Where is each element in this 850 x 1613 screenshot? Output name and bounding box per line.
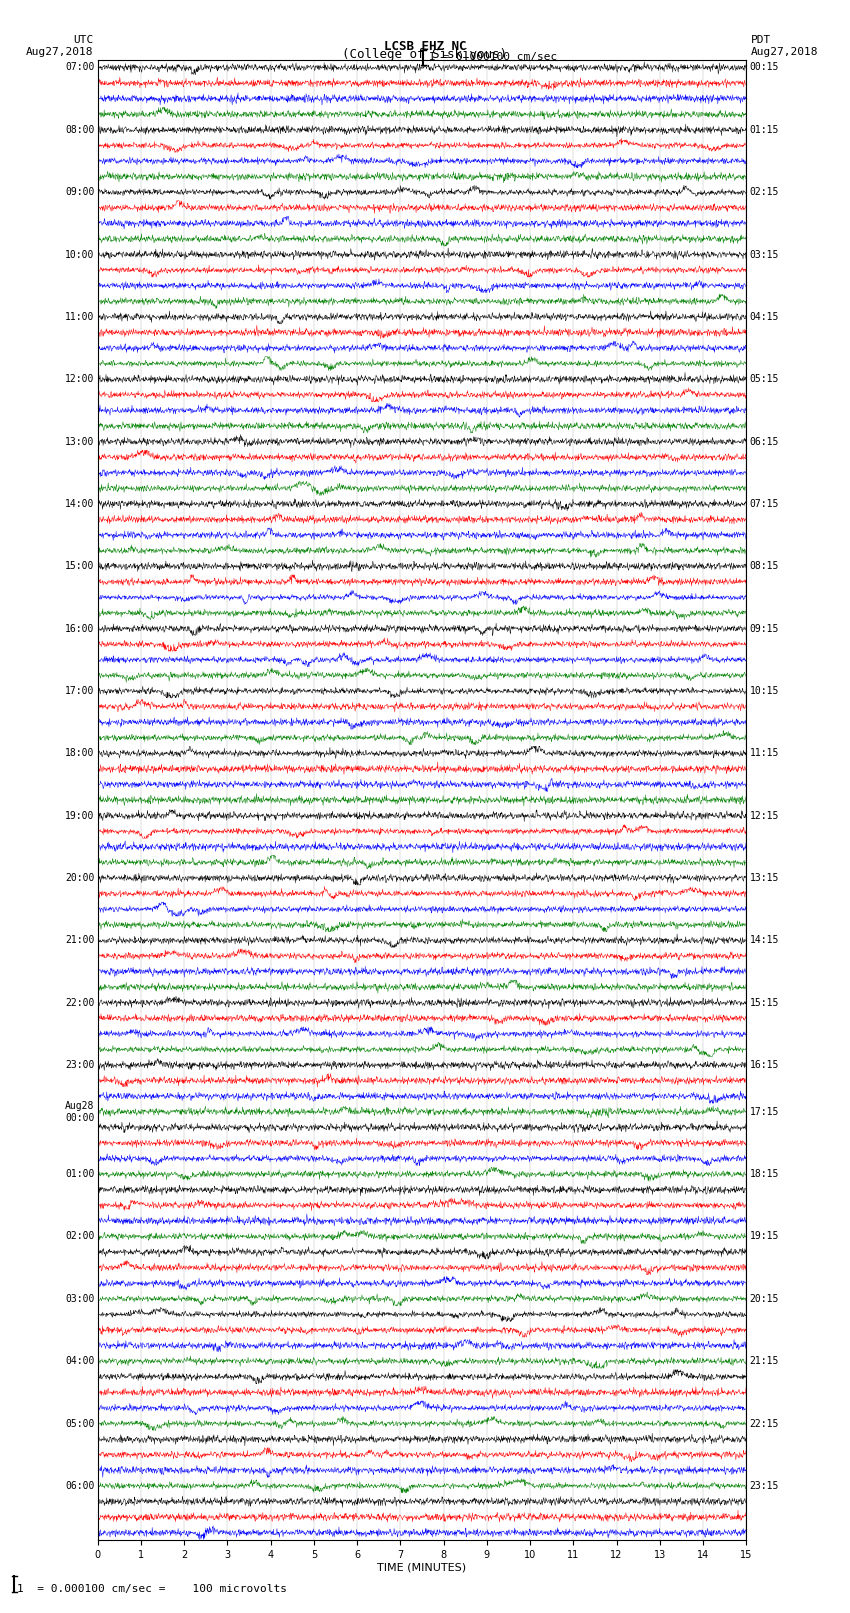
Text: 23:15: 23:15: [750, 1481, 779, 1490]
Text: 05:00: 05:00: [65, 1418, 94, 1429]
Text: 10:15: 10:15: [750, 686, 779, 695]
Text: 12:15: 12:15: [750, 811, 779, 821]
Text: LCSB EHZ NC: LCSB EHZ NC: [383, 39, 467, 53]
Text: 02:00: 02:00: [65, 1231, 94, 1242]
Text: 19:15: 19:15: [750, 1231, 779, 1242]
Text: 08:00: 08:00: [65, 124, 94, 135]
Text: 18:15: 18:15: [750, 1169, 779, 1179]
Text: 00:15: 00:15: [750, 63, 779, 73]
Text: 14:00: 14:00: [65, 498, 94, 508]
Text: 09:15: 09:15: [750, 624, 779, 634]
Text: 03:00: 03:00: [65, 1294, 94, 1303]
Text: 20:15: 20:15: [750, 1294, 779, 1303]
Text: 13:00: 13:00: [65, 437, 94, 447]
Text: 15:00: 15:00: [65, 561, 94, 571]
Text: 18:00: 18:00: [65, 748, 94, 758]
Text: 10:00: 10:00: [65, 250, 94, 260]
Text: 02:15: 02:15: [750, 187, 779, 197]
Text: 15:15: 15:15: [750, 998, 779, 1008]
Text: 21:15: 21:15: [750, 1357, 779, 1366]
Text: 07:15: 07:15: [750, 498, 779, 508]
Text: 21:00: 21:00: [65, 936, 94, 945]
Text: 14:15: 14:15: [750, 936, 779, 945]
Text: 11:15: 11:15: [750, 748, 779, 758]
Text: 19:00: 19:00: [65, 811, 94, 821]
Text: UTC
Aug27,2018: UTC Aug27,2018: [26, 35, 94, 56]
Text: 17:15: 17:15: [750, 1107, 779, 1116]
Text: 04:00: 04:00: [65, 1357, 94, 1366]
Text: 01:00: 01:00: [65, 1169, 94, 1179]
Text: 17:00: 17:00: [65, 686, 94, 695]
Text: 22:00: 22:00: [65, 998, 94, 1008]
Text: 16:15: 16:15: [750, 1060, 779, 1069]
Text: (College of Siskiyous): (College of Siskiyous): [343, 48, 507, 61]
Text: 01:15: 01:15: [750, 124, 779, 135]
Text: 07:00: 07:00: [65, 63, 94, 73]
Text: 23:00: 23:00: [65, 1060, 94, 1069]
Text: 06:00: 06:00: [65, 1481, 94, 1490]
Text: 16:00: 16:00: [65, 624, 94, 634]
Text: 06:15: 06:15: [750, 437, 779, 447]
Text: 09:00: 09:00: [65, 187, 94, 197]
Text: 13:15: 13:15: [750, 873, 779, 882]
Text: Aug28
00:00: Aug28 00:00: [65, 1102, 94, 1123]
Text: I = 0.000100 cm/sec: I = 0.000100 cm/sec: [429, 52, 558, 63]
Text: 03:15: 03:15: [750, 250, 779, 260]
Text: 20:00: 20:00: [65, 873, 94, 882]
Text: 12:00: 12:00: [65, 374, 94, 384]
Text: 11:00: 11:00: [65, 311, 94, 323]
Text: 22:15: 22:15: [750, 1418, 779, 1429]
Text: 1  = 0.000100 cm/sec =    100 microvolts: 1 = 0.000100 cm/sec = 100 microvolts: [17, 1584, 287, 1594]
Text: 04:15: 04:15: [750, 311, 779, 323]
Text: 05:15: 05:15: [750, 374, 779, 384]
X-axis label: TIME (MINUTES): TIME (MINUTES): [377, 1563, 467, 1573]
Text: 08:15: 08:15: [750, 561, 779, 571]
Text: PDT
Aug27,2018: PDT Aug27,2018: [751, 35, 818, 56]
